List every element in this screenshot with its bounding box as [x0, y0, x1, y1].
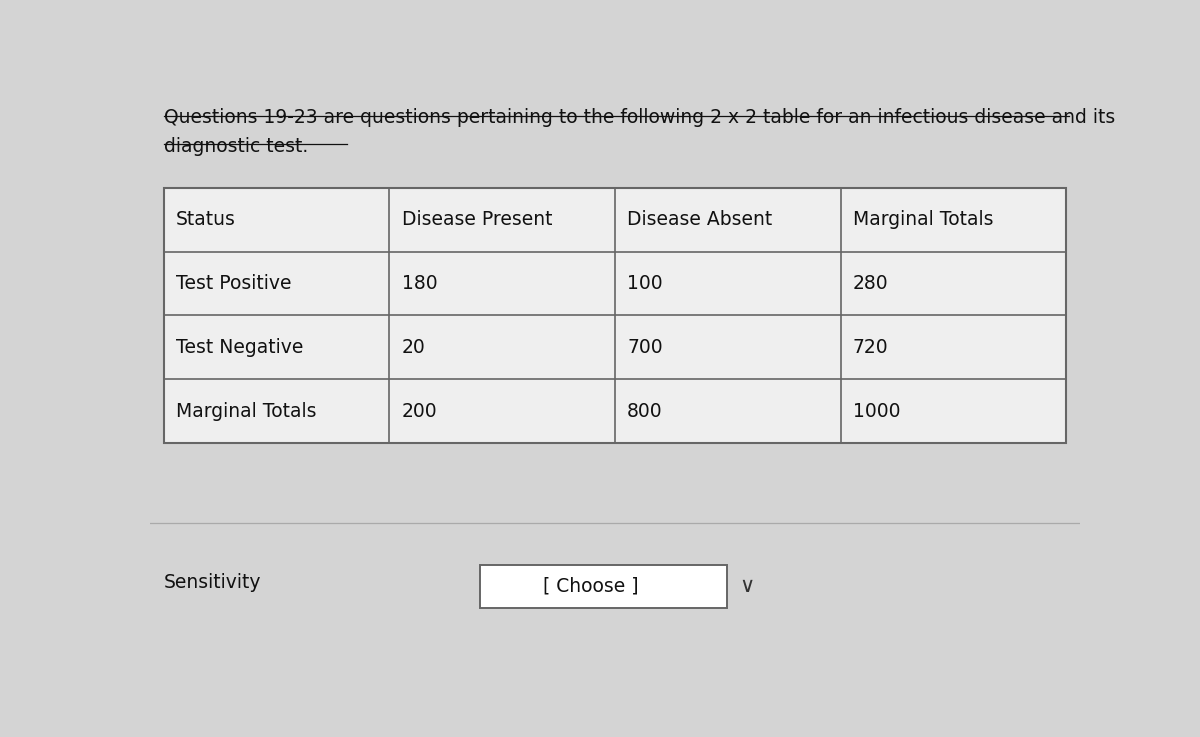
Text: 280: 280: [853, 274, 888, 293]
Text: Test Positive: Test Positive: [176, 274, 292, 293]
Text: Questions 19-23 are questions pertaining to the following 2 x 2 table for an inf: Questions 19-23 are questions pertaining…: [164, 108, 1115, 128]
Text: Marginal Totals: Marginal Totals: [853, 210, 994, 229]
Text: 700: 700: [628, 338, 662, 357]
Text: 100: 100: [628, 274, 662, 293]
Text: 800: 800: [628, 402, 662, 421]
Text: Marginal Totals: Marginal Totals: [176, 402, 317, 421]
Text: 1000: 1000: [853, 402, 900, 421]
Text: 200: 200: [402, 402, 437, 421]
Text: [ Choose ]: [ Choose ]: [544, 577, 638, 596]
Text: ∨: ∨: [739, 576, 755, 596]
Text: Sensitivity: Sensitivity: [164, 573, 262, 592]
Text: Disease Present: Disease Present: [402, 210, 552, 229]
Text: 720: 720: [853, 338, 888, 357]
Text: Status: Status: [176, 210, 236, 229]
Text: Test Negative: Test Negative: [176, 338, 304, 357]
Text: 20: 20: [402, 338, 425, 357]
Bar: [480, 565, 727, 608]
Text: Disease Absent: Disease Absent: [628, 210, 773, 229]
Text: diagnostic test.: diagnostic test.: [164, 136, 308, 156]
Text: 180: 180: [402, 274, 437, 293]
